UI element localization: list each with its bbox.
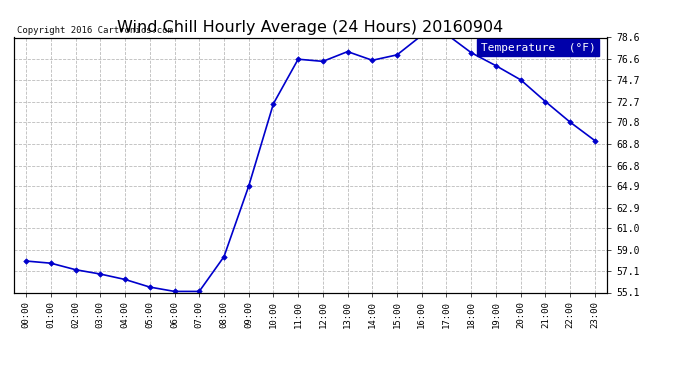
Text: Copyright 2016 Cartronics.com: Copyright 2016 Cartronics.com (17, 26, 172, 35)
Text: Temperature  (°F): Temperature (°F) (480, 43, 595, 52)
Title: Wind Chill Hourly Average (24 Hours) 20160904: Wind Chill Hourly Average (24 Hours) 201… (117, 20, 504, 35)
